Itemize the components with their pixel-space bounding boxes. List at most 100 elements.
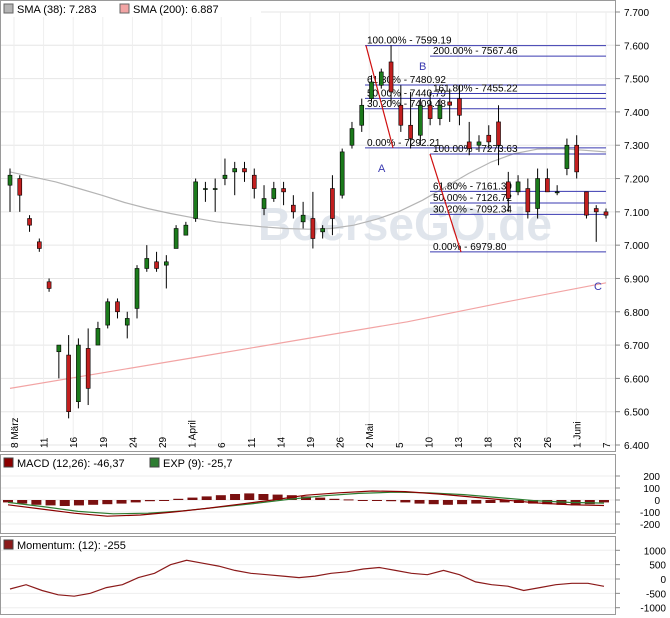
macd-histogram-bar	[201, 496, 212, 500]
candle-body	[554, 191, 560, 194]
macd-plot	[3, 490, 609, 517]
momentum-line	[9, 559, 605, 597]
y-tick-label: 6.400	[624, 441, 649, 452]
x-tick-label: 1 April	[188, 420, 199, 448]
macd-histogram-bar	[31, 500, 42, 505]
macd-histogram-bar	[116, 500, 127, 504]
x-tick-label: 10	[424, 436, 435, 448]
candle-body	[212, 188, 218, 190]
candle	[388, 45, 394, 106]
y-tick-label: -100	[640, 508, 660, 519]
y-tick-label: 200	[643, 472, 660, 483]
x-tick-label: 19	[306, 436, 317, 448]
macd-histogram-bar	[599, 500, 609, 503]
y-tick-label: 6.600	[624, 374, 649, 385]
candle-body	[183, 224, 189, 236]
candle	[291, 195, 296, 219]
fib-b-level-label: 161.80% - 7455.22	[433, 84, 518, 95]
fib-a-level-label: 0.00% - 7292.21	[367, 138, 441, 149]
x-tick-label: 11	[40, 437, 51, 448]
macd-histogram-bar	[471, 500, 482, 504]
candle-body	[320, 228, 325, 233]
y-tick-label: 100	[643, 484, 660, 495]
macd-legend-label: MACD (12,26): -46,37	[17, 458, 125, 470]
x-tick-label: 13	[454, 436, 465, 448]
candle-body	[124, 318, 130, 326]
macd-histogram-bar	[187, 497, 198, 500]
candle	[281, 181, 286, 206]
watermark: BoerseGO.de	[258, 198, 552, 250]
candle	[193, 178, 198, 222]
candle-body	[457, 98, 462, 116]
candle-body	[330, 188, 335, 219]
macd-histogram-bar	[315, 497, 326, 500]
candlesticks	[7, 45, 609, 419]
candle-body	[193, 181, 198, 219]
candle-body	[7, 174, 13, 186]
macd-histogram-bar	[17, 500, 28, 504]
fib-point-label: C	[594, 281, 602, 293]
candle-body	[427, 104, 433, 119]
macd-histogram-bar	[173, 498, 184, 500]
macd-histogram-bar	[542, 500, 553, 505]
candle	[535, 168, 540, 219]
candle-body	[584, 191, 589, 216]
candle-body	[76, 344, 81, 403]
y-tick-label: 7.700	[624, 8, 649, 19]
candle-body	[261, 198, 267, 209]
candle	[515, 175, 521, 196]
candle-body	[115, 301, 120, 313]
y-tick-label: 7.400	[624, 108, 649, 119]
candle-body	[164, 261, 169, 266]
x-tick-label: 29	[158, 436, 169, 448]
y-tick-label: 6.700	[624, 341, 649, 352]
y-tick-label: 7.200	[624, 175, 649, 186]
candle	[505, 171, 511, 212]
x-tick-label: 7	[602, 442, 613, 448]
candle	[349, 121, 355, 149]
y-tick-label: 0	[660, 575, 666, 586]
fib-b-level-label: 30.20% - 7092.34	[433, 204, 512, 215]
candle-body	[291, 204, 296, 213]
candle-body	[242, 168, 247, 173]
candle-body	[349, 128, 355, 146]
candle-body	[95, 328, 101, 346]
y-tick-label: -1000	[640, 604, 666, 615]
candle	[95, 321, 101, 346]
x-tick-label: 18	[484, 436, 495, 448]
candle-body	[310, 218, 316, 239]
macd-legend-swatch	[3, 457, 14, 468]
candle	[408, 91, 413, 149]
candle	[105, 298, 111, 329]
y-tick-label: 6.900	[624, 274, 649, 285]
y-tick-label: 7.000	[624, 241, 649, 252]
candle-body	[466, 141, 472, 149]
candle	[17, 175, 23, 212]
candle	[339, 148, 345, 199]
fib-a-level-label: 100.00% - 7599.19	[367, 36, 452, 47]
macd-histogram-bar	[343, 499, 354, 501]
fib-b-level-label: 50.00% - 7126.72	[433, 193, 512, 204]
candle	[545, 168, 550, 193]
macd-histogram-bar	[528, 500, 539, 504]
candle-body	[232, 168, 238, 173]
candle	[164, 255, 169, 289]
fib-a-level-label: 50.00% - 7440.79	[367, 88, 446, 99]
momentum-plot	[9, 559, 605, 597]
candle	[476, 135, 482, 152]
y-tick-label: 6.500	[624, 408, 649, 419]
candle	[173, 225, 179, 249]
sma38-legend-swatch	[3, 3, 14, 14]
macd-histogram-bar	[59, 500, 70, 506]
candle	[85, 328, 91, 406]
candle	[66, 335, 71, 419]
candle	[310, 191, 316, 249]
candle-body	[515, 181, 521, 193]
candle-body	[525, 188, 531, 213]
candle	[584, 191, 589, 219]
candle-body	[339, 151, 345, 196]
candle-body	[56, 344, 62, 353]
candle-body	[535, 178, 540, 209]
candle	[437, 98, 443, 126]
